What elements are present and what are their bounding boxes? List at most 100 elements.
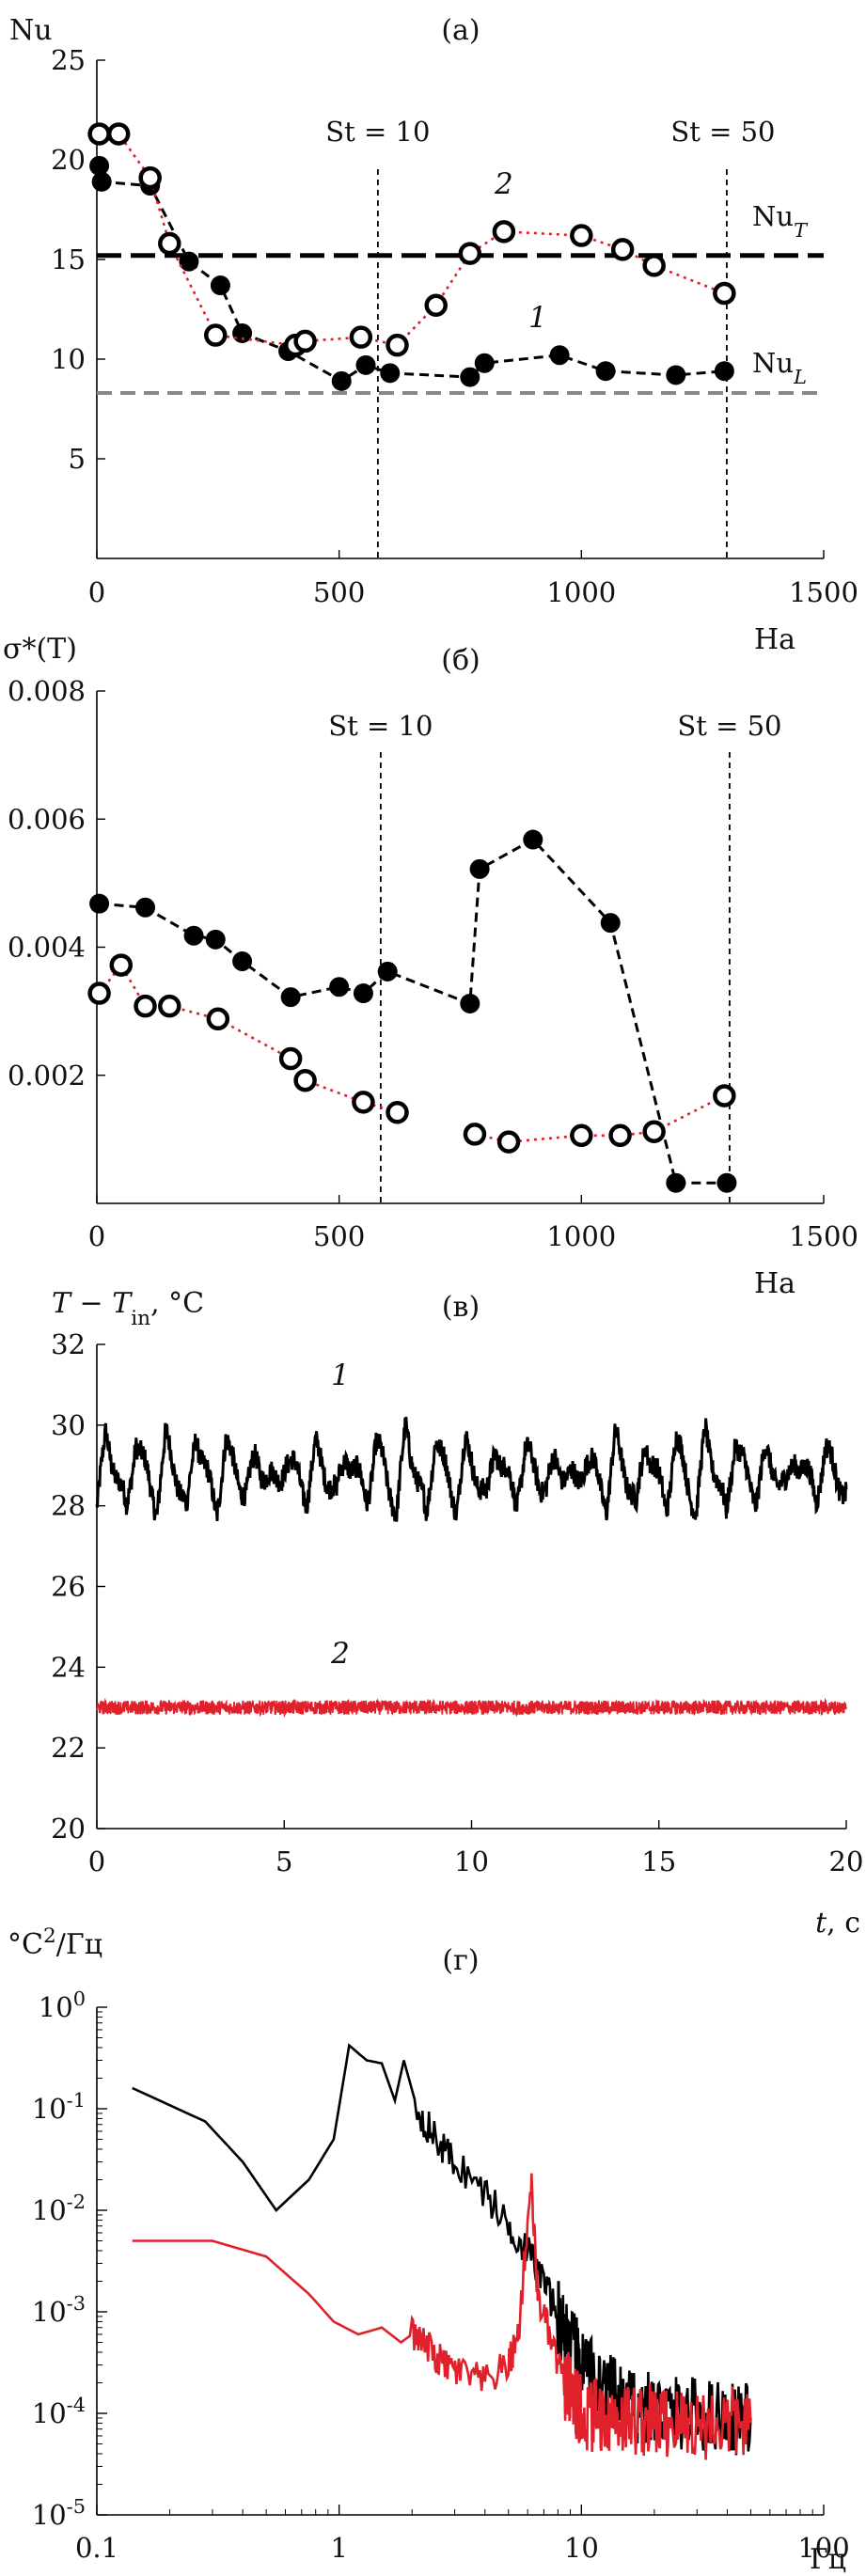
- panel-a-vline-label: St = 10: [325, 116, 430, 148]
- panel-c-series-label: 2: [330, 1637, 350, 1671]
- panel-c-series-label: 1: [331, 1359, 350, 1392]
- panel-b-marker-open: [608, 1123, 632, 1148]
- panel-a-marker-filled: [595, 361, 616, 382]
- panel-d-y-tick-label: 100: [39, 1987, 86, 2023]
- panel-a-marker-open: [204, 323, 228, 347]
- panel-b-marker-open: [293, 1068, 317, 1092]
- panel-a-marker-filled: [91, 171, 112, 192]
- panel-c-x-tick-label: 5: [276, 1846, 292, 1877]
- panel-b-marker-filled: [232, 950, 253, 971]
- panel-a-marker-open: [492, 220, 516, 243]
- panel-a-marker-open: [610, 238, 635, 261]
- panel-b-marker-filled: [460, 993, 480, 1013]
- panel-c-label: (в): [442, 1291, 480, 1324]
- panel-a-marker-open: [158, 231, 181, 256]
- panel-d-series-line-2: [132, 2173, 752, 2460]
- panel-d-y-tick-label: 10-1: [32, 2089, 86, 2125]
- panel-a-series-line-2: [99, 133, 725, 347]
- panel-b-marker-open: [87, 982, 111, 1005]
- panel-a-y-tick-label: 20: [51, 144, 86, 176]
- panel-b-marker-filled: [135, 897, 156, 918]
- panel-a-marker-open: [424, 293, 448, 318]
- panel-c-y-tick-label: 24: [51, 1651, 86, 1683]
- panel-b-marker-filled: [600, 913, 621, 934]
- panel-a-marker-filled: [331, 370, 352, 391]
- panel-b-vline-label: St = 50: [677, 710, 781, 742]
- panel-b-marker-filled: [205, 929, 226, 950]
- panel-b-y-tick-label: 0.006: [8, 803, 86, 835]
- panel-a-marker-open: [293, 329, 317, 353]
- panel-a-marker-filled: [460, 367, 480, 387]
- panel-c-y-tick-label: 26: [51, 1571, 86, 1603]
- panel-b-y-tick-label: 0.008: [8, 675, 86, 707]
- panel-a-marker-filled: [714, 361, 734, 382]
- panel-c-x-tick-label: 0: [88, 1846, 105, 1877]
- panel-d-y-tick-label-part: 0: [73, 1987, 86, 2010]
- panel-a-y-tick-label: 5: [69, 443, 86, 475]
- panel-a-marker-open: [713, 281, 736, 306]
- panel-d-label: (г): [442, 1944, 479, 1977]
- panel-a-marker-open: [349, 325, 373, 349]
- panel-d-x-tick-label: 1: [330, 2532, 347, 2564]
- panel-b-marker-open: [109, 953, 134, 977]
- panel-b-series-line: [99, 838, 727, 1185]
- panel-d-y-tick-label-part: -4: [67, 2394, 86, 2416]
- panel-c-series-line-2: [96, 1697, 847, 1719]
- panel-a-x-tick-label: 0: [88, 576, 105, 608]
- panel-d-y-label-part: 2: [43, 1924, 56, 1948]
- panel-a-hline-label-t-part: Nu: [752, 200, 794, 232]
- panel-b-marker-filled: [469, 858, 490, 879]
- panel-d-y-tick-label: 10-4: [32, 2394, 86, 2429]
- panel-a-marker-filled: [179, 251, 199, 272]
- panel-c-y-tick-label: 22: [51, 1732, 86, 1764]
- panel-a-hline-label-l-part: L: [793, 366, 807, 388]
- panel-a-x-tick-label: 500: [313, 576, 365, 608]
- panel-d-y-tick-label: 10-3: [32, 2292, 86, 2328]
- panel-a-series-label: 1: [528, 301, 547, 335]
- panel-a-marker-open: [138, 165, 162, 190]
- panel-d-y-tick-label: 10-5: [32, 2495, 86, 2531]
- panel-d-y-label-part: °C: [8, 1928, 43, 1961]
- panel-a-marker-filled: [380, 363, 401, 384]
- panel-b-marker-open: [642, 1120, 666, 1143]
- panel-a-hline-label-t-part: T: [794, 219, 809, 242]
- panel-b-label: (б): [441, 644, 480, 677]
- panel-a-marker-filled: [355, 354, 376, 375]
- panel-d-series-line-1: [132, 2043, 752, 2456]
- panel-b-y-tick-label: 0.004: [8, 932, 86, 964]
- panel-a-marker-open: [386, 333, 409, 357]
- panel-c-y-label-part: T: [52, 1287, 72, 1320]
- panel-b-marker-open: [713, 1084, 736, 1107]
- panel-c-y-label-part: T: [112, 1287, 133, 1320]
- panel-a-hline-label-l: NuL: [752, 347, 807, 388]
- panel-d-y-tick-label: 10-2: [32, 2191, 86, 2226]
- panel-d-y-tick-label-part: 10: [32, 2296, 67, 2328]
- panel-a-marker-filled: [666, 365, 686, 385]
- panel-a-y-tick-label: 15: [51, 243, 86, 275]
- panel-a-marker-filled: [474, 353, 495, 373]
- panel-a-y-label: Nu: [9, 14, 53, 47]
- panel-b-series-line: [98, 963, 398, 1114]
- panel-b-marker-open: [278, 1046, 303, 1071]
- panel-a-marker-filled: [232, 322, 253, 343]
- panel-d-x-tick-label: 0.1: [75, 2532, 118, 2564]
- panel-b-marker-filled: [716, 1172, 737, 1193]
- panel-c-x-label: t, c: [815, 1907, 860, 1940]
- panel-b-marker-open: [570, 1123, 593, 1148]
- panel-b-y-label: σ*(T): [3, 633, 77, 666]
- panel-b-marker-open: [206, 1007, 230, 1031]
- panel-b-marker-open: [496, 1130, 521, 1154]
- panel-b-y-tick-label: 0.002: [8, 1060, 86, 1092]
- panel-c-y-label-part: −: [71, 1287, 112, 1320]
- panel-b-marker-filled: [89, 893, 110, 914]
- panel-c-x-tick-label: 10: [454, 1846, 489, 1877]
- panel-b-x-tick-label: 0: [88, 1220, 105, 1252]
- panel-c-y-tick-label: 32: [51, 1328, 86, 1360]
- panel-d-y-tick-label-part: 10: [32, 2397, 67, 2429]
- panel-a-x-label: Ha: [754, 623, 795, 656]
- panel-b-marker-open: [463, 1123, 487, 1146]
- panel-b-marker-filled: [329, 977, 350, 997]
- panel-c-y-tick-label: 30: [51, 1409, 86, 1441]
- panel-a-x-tick-label: 1500: [789, 576, 858, 608]
